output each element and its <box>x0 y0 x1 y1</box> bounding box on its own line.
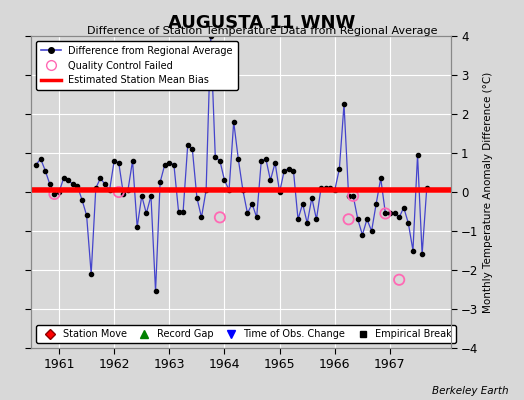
Point <box>138 193 146 199</box>
Point <box>285 166 293 172</box>
Point <box>344 216 353 222</box>
Point <box>238 187 247 193</box>
Point <box>289 167 298 174</box>
Point <box>230 118 238 125</box>
Point <box>69 181 77 187</box>
Text: AUGUSTA 11 WNW: AUGUSTA 11 WNW <box>168 14 356 32</box>
Point <box>82 212 91 218</box>
Point <box>390 210 399 217</box>
Point <box>110 158 118 164</box>
Point <box>78 197 86 203</box>
Point <box>46 181 54 187</box>
Point <box>243 210 252 217</box>
Point <box>261 156 270 162</box>
Point <box>202 187 210 193</box>
Point <box>299 200 307 207</box>
Point <box>363 216 371 222</box>
Point <box>211 154 220 160</box>
Point <box>160 162 169 168</box>
Point <box>50 191 59 197</box>
Point <box>367 228 376 234</box>
Point <box>409 247 417 254</box>
Text: Difference of Station Temperature Data from Regional Average: Difference of Station Temperature Data f… <box>87 26 437 36</box>
Point <box>413 152 422 158</box>
Point <box>41 167 49 174</box>
Point <box>216 158 224 164</box>
Y-axis label: Monthly Temperature Anomaly Difference (°C): Monthly Temperature Anomaly Difference (… <box>483 71 493 313</box>
Point <box>216 214 224 220</box>
Point <box>133 224 141 230</box>
Point <box>206 33 215 39</box>
Point <box>344 193 353 199</box>
Point <box>170 162 178 168</box>
Point <box>312 216 321 222</box>
Point <box>418 251 427 258</box>
Point <box>151 288 160 295</box>
Point <box>372 200 380 207</box>
Point <box>92 185 100 191</box>
Point <box>50 191 59 197</box>
Point <box>59 175 68 182</box>
Point <box>377 175 385 182</box>
Point <box>349 193 357 199</box>
Point <box>400 204 408 211</box>
Point <box>193 195 201 201</box>
Point <box>225 187 233 193</box>
Point <box>386 210 394 217</box>
Point <box>37 156 45 162</box>
Point <box>124 187 132 193</box>
Point <box>294 216 302 222</box>
Point <box>331 187 339 193</box>
Point <box>266 177 275 184</box>
Point <box>321 185 330 191</box>
Point <box>119 191 127 197</box>
Point <box>165 160 173 166</box>
Point <box>64 177 72 184</box>
Point <box>55 189 63 195</box>
Point <box>115 189 123 195</box>
Point <box>422 185 431 191</box>
Point <box>381 210 389 217</box>
Point <box>198 214 206 220</box>
Point <box>271 160 279 166</box>
Point <box>340 101 348 108</box>
Point <box>115 160 123 166</box>
Point <box>280 167 288 174</box>
Point <box>234 156 243 162</box>
Point <box>73 183 82 189</box>
Point <box>308 195 316 201</box>
Point <box>128 158 137 164</box>
Point <box>174 208 183 215</box>
Point <box>156 179 165 186</box>
Point <box>354 216 362 222</box>
Point <box>183 142 192 148</box>
Point <box>101 181 109 187</box>
Point <box>395 276 403 283</box>
Point <box>257 158 266 164</box>
Point <box>358 232 367 238</box>
Point <box>147 193 155 199</box>
Point <box>404 220 412 226</box>
Point <box>87 271 95 277</box>
Point <box>326 185 334 191</box>
Point <box>105 187 114 193</box>
Point <box>179 208 187 215</box>
Point <box>335 166 344 172</box>
Text: Berkeley Earth: Berkeley Earth <box>432 386 508 396</box>
Point <box>142 210 150 217</box>
Legend: Station Move, Record Gap, Time of Obs. Change, Empirical Break: Station Move, Record Gap, Time of Obs. C… <box>36 325 456 343</box>
Point <box>253 214 261 220</box>
Point <box>395 214 403 220</box>
Point <box>349 193 357 199</box>
Point <box>32 162 40 168</box>
Point <box>317 185 325 191</box>
Point <box>188 146 196 152</box>
Point <box>220 177 228 184</box>
Point <box>381 210 389 217</box>
Point <box>96 175 105 182</box>
Point <box>248 200 256 207</box>
Point <box>276 189 284 195</box>
Point <box>303 220 311 226</box>
